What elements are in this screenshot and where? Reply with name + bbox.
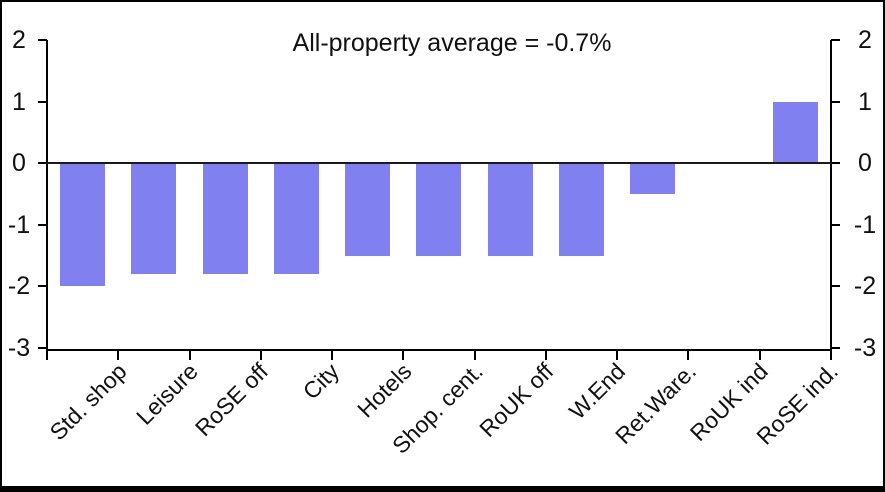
y-tick-label-left: 0 [12,149,26,177]
bar-shop-cent [416,164,461,256]
x-category-label: City [297,358,345,405]
y-tick-label-right: -3 [853,334,877,362]
y-tick-right [831,347,840,349]
x-tick [616,351,618,360]
y-tick-label-right: 2 [858,26,872,54]
x-category-label: Leisure [130,358,203,430]
x-tick [830,351,832,360]
y-tick-left [38,224,47,226]
x-tick [759,351,761,360]
x-tick [687,351,689,360]
x-tick [402,351,404,360]
x-tick [331,351,333,360]
frame-border-top [0,0,885,2]
x-tick [117,351,119,360]
y-tick-left [38,39,47,41]
y-tick-left [38,285,47,287]
y-tick-label-right: 1 [858,88,872,116]
x-tick [260,351,262,360]
frame-border-right [883,0,885,492]
y-tick-label-left: 2 [12,26,26,54]
x-tick [189,351,191,360]
frame-border-bottom [0,486,885,492]
frame-border-left [0,0,2,492]
y-tick-right [831,285,840,287]
x-category-label: W.End [564,358,631,425]
y-tick-right [831,101,840,103]
y-tick-label-left: -1 [7,211,31,239]
chart-annotation-average: All-property average = -0.7% [292,29,612,57]
bar-hotels [345,164,390,256]
y-tick-label-left: -2 [7,272,31,300]
y-tick-label-left: 1 [12,88,26,116]
bar-rose-off [203,164,248,274]
bar-ret-ware [630,164,675,194]
y-axis-left [46,40,48,351]
bar-city [274,164,319,274]
bar-rose-ind [773,102,818,164]
y-tick-left [38,347,47,349]
y-axis-right [830,40,832,351]
y-tick-left [38,162,47,164]
x-category-label: Hotels [351,358,417,423]
x-tick [545,351,547,360]
bar-rouk-off [488,164,533,256]
x-category-label: Std. shop [44,358,132,446]
bar-leisure [131,164,176,274]
y-tick-label-right: -2 [853,272,877,300]
y-tick-label-right: 0 [858,149,872,177]
y-tick-left [38,101,47,103]
x-axis [46,349,832,351]
bar-std-shop [60,164,105,286]
y-tick-right [831,162,840,164]
y-tick-label-left: -3 [7,334,31,362]
x-tick [474,351,476,360]
x-category-label: RoUK off [474,358,559,443]
y-tick-label-right: -1 [853,211,877,239]
y-tick-right [831,39,840,41]
y-tick-right [831,224,840,226]
zero-baseline [46,162,832,164]
x-category-label: RoSE off [190,358,274,442]
x-tick [46,351,48,360]
bar-w-end [559,164,604,256]
